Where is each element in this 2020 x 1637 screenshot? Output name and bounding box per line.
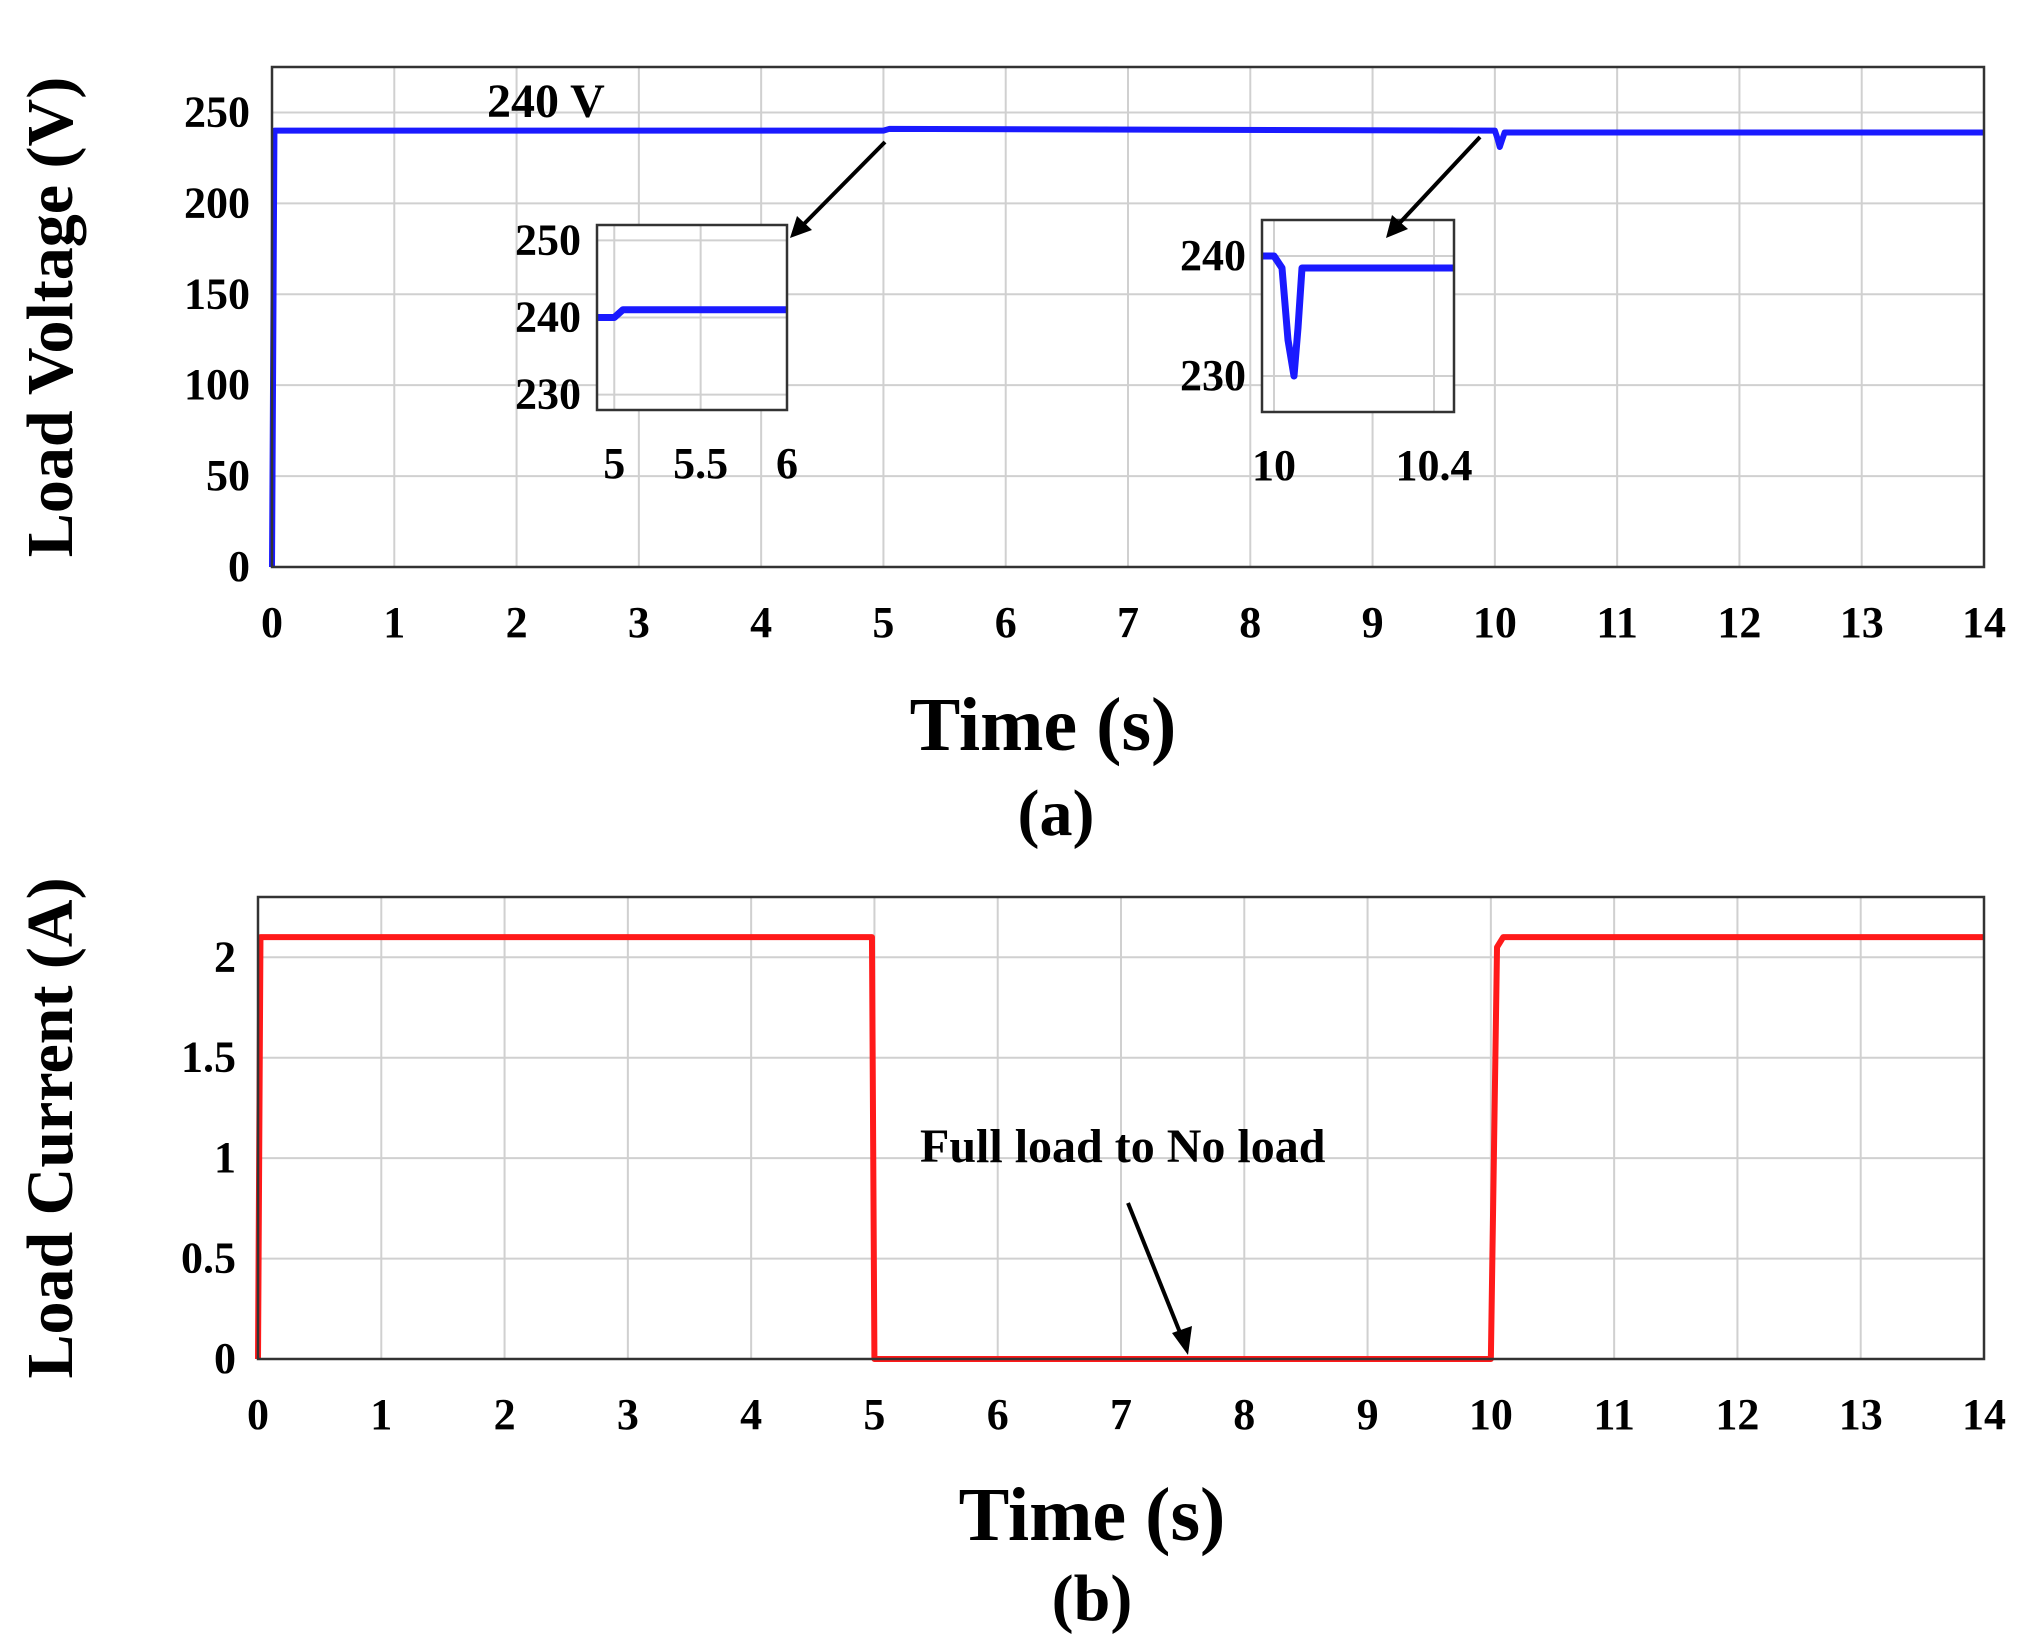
voltage-y-axis-label: Load Voltage (V) bbox=[14, 77, 87, 557]
current-y-ticks: 0 0.5 1 1.5 2 bbox=[181, 932, 236, 1383]
current-x-tick-label: 12 bbox=[1715, 1390, 1759, 1439]
current-y-axis-label: Load Current (A) bbox=[14, 877, 87, 1378]
current-plot-frame bbox=[256, 895, 1986, 1361]
inset1-line bbox=[597, 306, 787, 321]
inset1-x-tick-label: 5 bbox=[603, 439, 625, 488]
voltage-x-tick-label: 7 bbox=[1117, 598, 1139, 647]
current-y-tick-label: 0 bbox=[214, 1334, 236, 1383]
inset2-background bbox=[1262, 220, 1454, 412]
current-x-axis-label: Time (s) bbox=[959, 1473, 1226, 1557]
voltage-x-axis-label: Time (s) bbox=[910, 683, 1177, 767]
inset1-y-tick-label: 240 bbox=[515, 293, 581, 342]
current-x-tick-label: 14 bbox=[1962, 1390, 2006, 1439]
voltage-y-tick-label: 250 bbox=[184, 87, 250, 136]
voltage-y-tick-label: 0 bbox=[228, 542, 250, 591]
inset1-ticks: 5 5.5 6 230 240 250 bbox=[515, 215, 798, 488]
inset2-arrowhead bbox=[1386, 215, 1408, 238]
inset1-y-tick-label: 230 bbox=[515, 370, 581, 419]
voltage-x-tick-label: 13 bbox=[1840, 598, 1884, 647]
current-x-tick-label: 8 bbox=[1233, 1390, 1255, 1439]
current-y-tick-label: 1.5 bbox=[181, 1033, 236, 1082]
inset1-frame bbox=[595, 223, 789, 412]
voltage-x-ticks: 0 1 2 3 4 5 6 7 8 9 10 11 12 13 14 bbox=[261, 598, 2006, 647]
current-annotation-arrowhead bbox=[1172, 1326, 1192, 1355]
inset2-series bbox=[1262, 252, 1454, 380]
current-x-tick-label: 7 bbox=[1110, 1390, 1132, 1439]
voltage-annotation-240v: 240 V bbox=[487, 75, 605, 128]
current-y-tick-label: 0.5 bbox=[181, 1234, 236, 1283]
inset1-arrowhead bbox=[790, 216, 812, 238]
current-x-tick-label: 13 bbox=[1839, 1390, 1883, 1439]
voltage-x-tick-label: 14 bbox=[1962, 598, 2006, 647]
voltage-x-tick-label: 1 bbox=[383, 598, 405, 647]
voltage-y-ticks: 0 50 100 150 200 250 bbox=[184, 87, 250, 591]
voltage-x-tick-label: 10 bbox=[1473, 598, 1517, 647]
voltage-grid bbox=[271, 67, 1985, 568]
panel-label-b: (b) bbox=[1052, 1562, 1133, 1635]
current-x-tick-label: 3 bbox=[617, 1390, 639, 1439]
current-x-tick-label: 9 bbox=[1357, 1390, 1379, 1439]
voltage-x-tick-label: 8 bbox=[1239, 598, 1261, 647]
current-x-tick-label: 4 bbox=[740, 1390, 762, 1439]
current-x-tick-label: 0 bbox=[247, 1390, 269, 1439]
inset1-x-tick-label: 6 bbox=[776, 439, 798, 488]
inset2-arrow bbox=[1392, 135, 1482, 231]
current-chart: 0 1 2 3 4 5 6 7 8 9 10 11 12 13 14 00.511.52 Load Curr… bbox=[14, 877, 2006, 1635]
voltage-x-tick-label: 11 bbox=[1596, 598, 1638, 647]
current-x-tick-label: 11 bbox=[1593, 1390, 1635, 1439]
inset1-x-tick-label: 5.5 bbox=[673, 439, 728, 488]
voltage-x-tick-label: 3 bbox=[628, 598, 650, 647]
panel-label-a: (a) bbox=[1018, 777, 1095, 850]
current-x-tick-label: 10 bbox=[1469, 1390, 1513, 1439]
inset1-series bbox=[597, 306, 787, 321]
current-x-ticks: 0 1 2 3 4 5 6 7 8 9 10 11 12 13 14 bbox=[247, 1390, 2006, 1439]
voltage-x-tick-label: 9 bbox=[1362, 598, 1384, 647]
voltage-x-tick-label: 5 bbox=[872, 598, 894, 647]
voltage-x-tick-label: 4 bbox=[750, 598, 772, 647]
current-y-tick-label: 1 bbox=[214, 1133, 236, 1182]
voltage-plot-frame bbox=[270, 65, 1986, 569]
voltage-series bbox=[269, 125, 1984, 568]
voltage-y-tick-label: 150 bbox=[184, 269, 250, 318]
inset2-y-tick-label: 230 bbox=[1180, 351, 1246, 400]
voltage-x-tick-label: 12 bbox=[1717, 598, 1761, 647]
inset2-ticks: 10 10.4 230 240 bbox=[1180, 231, 1473, 490]
current-x-tick-label: 1 bbox=[370, 1390, 392, 1439]
inset2-frame bbox=[1260, 218, 1456, 414]
inset2-x-tick-label: 10 bbox=[1252, 441, 1296, 490]
current-y-tick-label: 2 bbox=[214, 932, 236, 981]
voltage-y-tick-label: 100 bbox=[184, 360, 250, 409]
voltage-y-tick-label: 200 bbox=[184, 178, 250, 227]
voltage-x-tick-label: 0 bbox=[261, 598, 283, 647]
voltage-x-tick-label: 2 bbox=[506, 598, 528, 647]
current-x-tick-label: 5 bbox=[863, 1390, 885, 1439]
inset2-y-tick-label: 240 bbox=[1180, 231, 1246, 280]
voltage-inset-10s: 10 10.4 230 240 bbox=[1180, 218, 1473, 490]
inset1-y-tick-label: 250 bbox=[515, 215, 581, 264]
current-x-tick-label: 2 bbox=[494, 1390, 516, 1439]
current-annotation-arrow bbox=[1126, 1202, 1185, 1341]
current-annotation: Full load to No load bbox=[920, 1120, 1326, 1173]
voltage-y-tick-label: 50 bbox=[206, 451, 250, 500]
inset2-x-tick-label: 10.4 bbox=[1396, 441, 1473, 490]
voltage-x-tick-label: 6 bbox=[995, 598, 1017, 647]
voltage-inset-5s: 5 5.5 6 230 240 250 bbox=[515, 215, 798, 488]
inset1-arrow bbox=[796, 140, 887, 232]
current-x-tick-label: 6 bbox=[987, 1390, 1009, 1439]
inset2-line bbox=[1262, 252, 1454, 380]
voltage-line bbox=[269, 125, 1984, 568]
